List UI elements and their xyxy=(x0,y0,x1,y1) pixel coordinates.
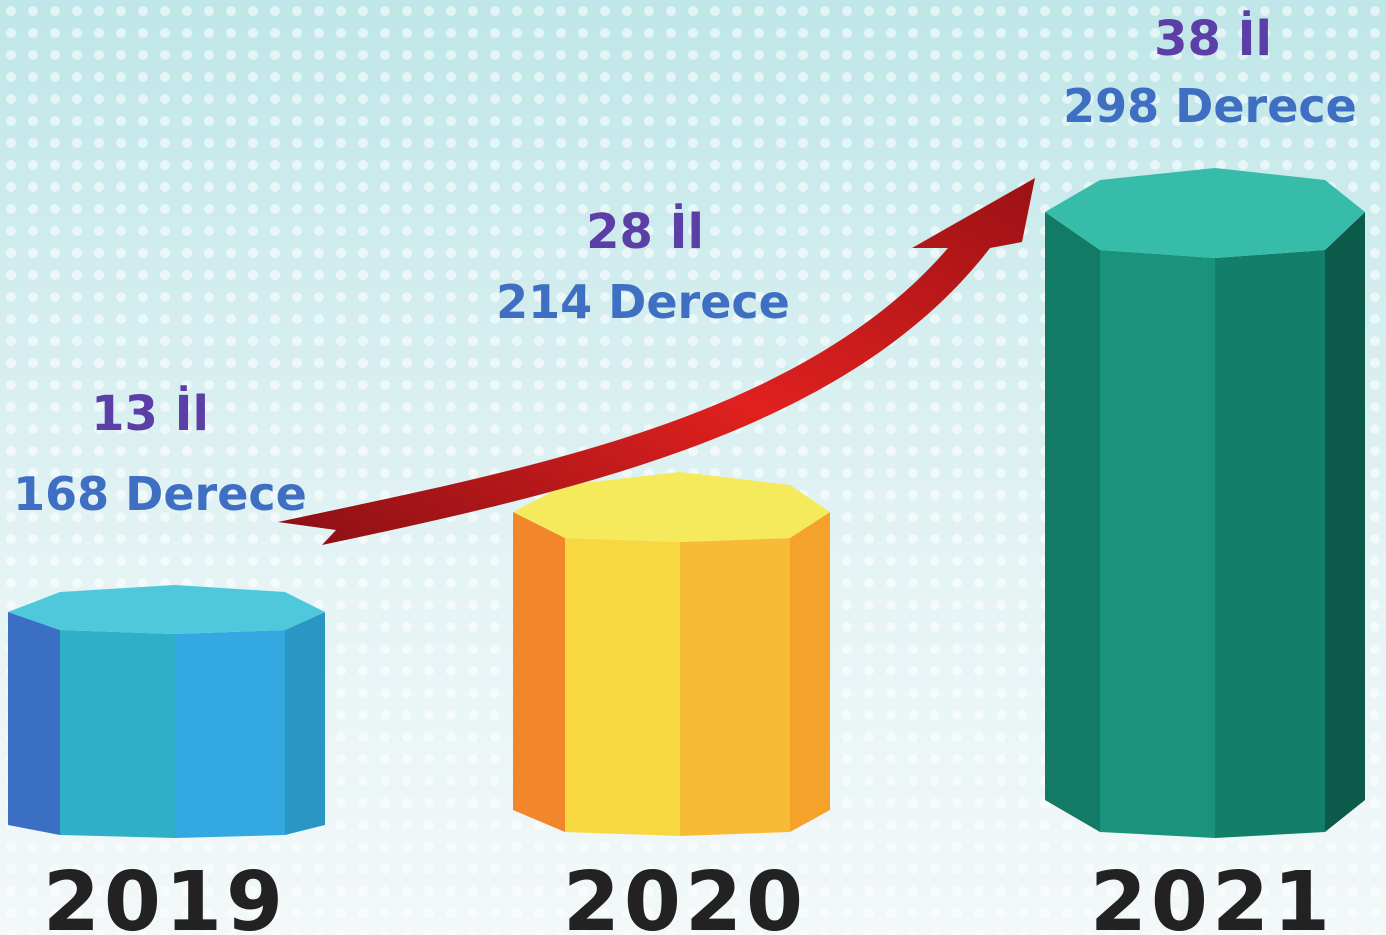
prism-2021 xyxy=(1045,168,1365,838)
degrees-label: 214 Derece xyxy=(496,275,790,329)
provinces-label: 38 İl xyxy=(1154,10,1272,67)
year-label: 2019 xyxy=(43,855,287,935)
prism-2020 xyxy=(513,472,830,836)
growth-arrow xyxy=(278,178,1035,545)
degrees-label: 298 Derece xyxy=(1063,79,1357,133)
provinces-label: 13 İl xyxy=(91,385,209,442)
degrees-label: 168 Derece xyxy=(13,467,307,521)
provinces-label: 28 İl xyxy=(586,203,704,260)
prism-2019 xyxy=(8,585,325,838)
year-label: 2021 xyxy=(1090,855,1334,935)
year-label: 2020 xyxy=(563,855,807,935)
